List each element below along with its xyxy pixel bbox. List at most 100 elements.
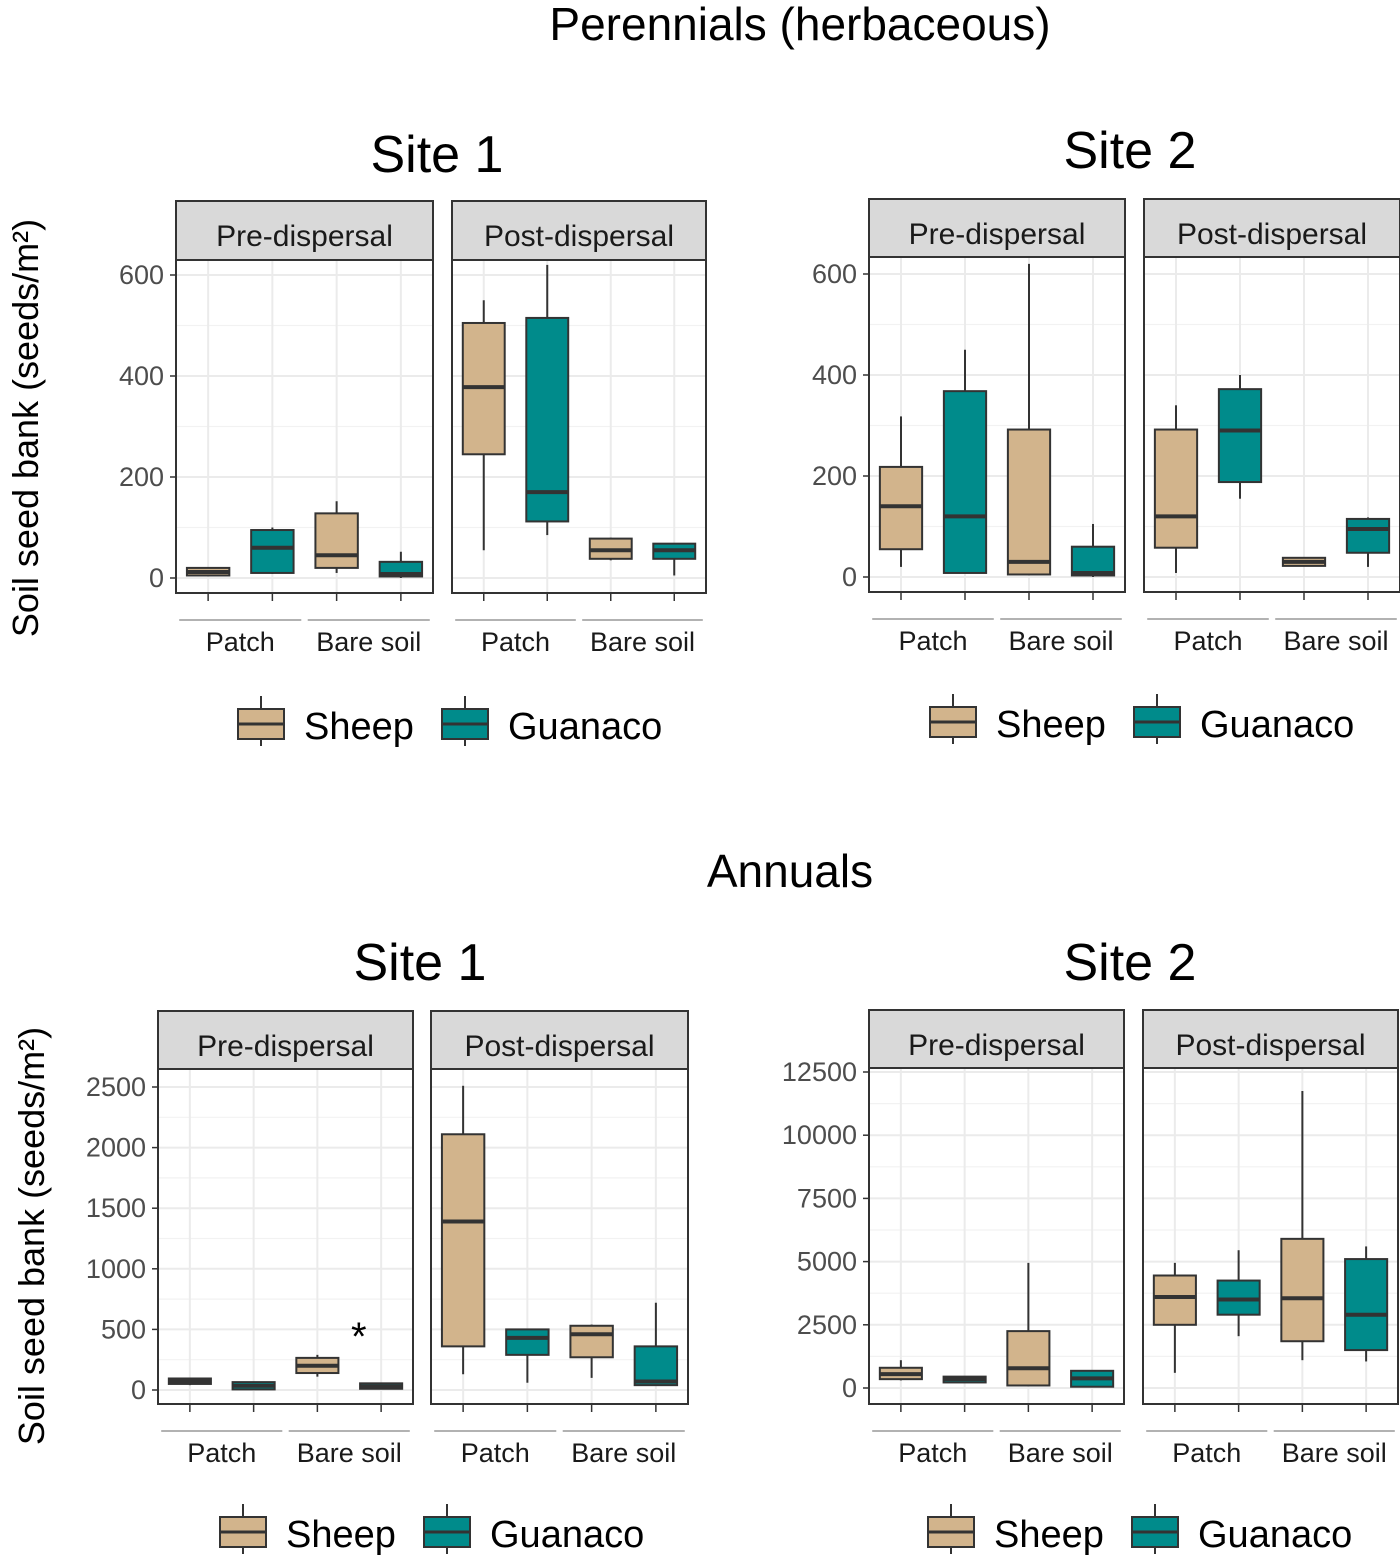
section-title-perennials: Perennials (herbaceous)	[549, 0, 1050, 50]
y-tick-label: 200	[119, 462, 164, 492]
facet-panel-1: Pre-dispersal Patch Bare soil	[157, 1010, 414, 1468]
box-body	[440, 1133, 486, 1348]
box-guanaco-bare-soil	[633, 1302, 679, 1412]
legend-label: Guanaco	[1198, 1514, 1352, 1556]
facet-panel-1: Pre-dispersal Patch Bare soil	[868, 1009, 1125, 1468]
facet-strip-label: Post-dispersal	[1175, 1029, 1365, 1062]
box-body	[1280, 1237, 1325, 1343]
chart-1: Site 1 Soil seed bank (seeds/m²) 0 200 400 60…	[5, 126, 707, 748]
box-sheep-bare-soil	[1006, 1262, 1051, 1412]
facet-strip-label: Pre-dispersal	[216, 220, 393, 253]
legend-key-guanaco	[1131, 1504, 1179, 1554]
box-sheep-bare-soil	[588, 537, 633, 601]
box-guanaco-patch	[942, 349, 988, 600]
legend-key-guanaco	[441, 696, 489, 746]
facet-strip-label: Post-dispersal	[464, 1030, 654, 1063]
box-body	[1152, 1274, 1197, 1326]
facet-strip	[1142, 1009, 1399, 1069]
facet-strip	[430, 1010, 689, 1070]
legend-key-guanaco	[1133, 694, 1181, 744]
x-group-label: Patch	[481, 627, 550, 657]
legend-label: Guanaco	[1200, 704, 1354, 746]
y-axis-label: Soil seed bank (seeds/m²)	[5, 219, 46, 637]
box-sheep-bare-soil	[1281, 556, 1327, 600]
y-tick-label: 400	[119, 361, 164, 391]
y-tick-label: 1500	[86, 1193, 146, 1223]
box-body	[1006, 428, 1052, 576]
facet-strip	[451, 200, 707, 261]
x-group-label: Bare soil	[1008, 1438, 1113, 1468]
box-body	[505, 1328, 550, 1356]
box-sheep-patch	[167, 1377, 212, 1412]
y-tick-label: 600	[812, 259, 857, 289]
facet-strip	[175, 200, 434, 261]
x-group-label: Patch	[898, 626, 967, 656]
y-axis-label: Soil seed bank (seeds/m²)	[11, 1027, 52, 1445]
legend: Sheep Guanaco	[929, 694, 1354, 746]
legend: Sheep Guanaco	[927, 1504, 1352, 1556]
facet-panel-2: Post-dispersal Patch Bare soil	[451, 200, 707, 657]
box-sheep-patch	[440, 1085, 486, 1412]
panel-border	[451, 259, 707, 594]
legend: Sheep Guanaco	[219, 1504, 644, 1556]
chart-title: Site 2	[1064, 122, 1197, 180]
y-tick-label: 2500	[86, 1072, 146, 1102]
facet-strip	[868, 1009, 1125, 1069]
legend-key-sheep	[927, 1504, 975, 1554]
box-body	[1006, 1330, 1051, 1387]
panel-border	[868, 1067, 1125, 1405]
legend: Sheep Guanaco	[237, 696, 662, 748]
y-tick-label: 2500	[797, 1310, 857, 1340]
box-sheep-patch	[878, 1360, 923, 1412]
box-guanaco-bare-soil	[652, 542, 697, 601]
x-group-label: Bare soil	[316, 627, 421, 657]
legend-label: Sheep	[304, 706, 414, 748]
box-guanaco-bare-soil	[359, 1382, 404, 1412]
chart-title: Site 1	[371, 126, 504, 184]
panel-border	[868, 256, 1126, 593]
box-guanaco-bare-soil	[1345, 517, 1391, 600]
y-tick-label: 0	[149, 563, 164, 593]
chart-title: Site 2	[1064, 934, 1197, 992]
box-sheep-patch	[185, 566, 231, 601]
legend-key-sheep	[219, 1504, 267, 1554]
box-body	[1070, 545, 1116, 577]
facet-strip-label: Post-dispersal	[1177, 218, 1367, 251]
facet-panel-2: Post-dispersal Patch Bare soil	[430, 1010, 689, 1468]
facet-panel-1: Pre-dispersal Patch Bare soil	[868, 198, 1126, 656]
facet-strip	[157, 1010, 414, 1070]
box-sheep-bare-soil	[1006, 263, 1052, 600]
facet-strip-label: Pre-dispersal	[908, 1029, 1085, 1062]
plot-background	[158, 1069, 413, 1404]
box-guanaco-bare-soil	[378, 551, 424, 601]
y-tick-label: 500	[101, 1314, 146, 1344]
facet-strip-label: Post-dispersal	[484, 220, 674, 253]
panel-border	[1143, 256, 1400, 593]
plot-background	[869, 1068, 1124, 1404]
box-sheep-patch	[1153, 405, 1199, 600]
facet-strip-label: Pre-dispersal	[197, 1030, 374, 1063]
box-guanaco-patch	[250, 527, 295, 601]
panel-border	[157, 1068, 414, 1405]
box-sheep-patch	[1152, 1262, 1197, 1412]
box-guanaco-patch	[231, 1381, 276, 1412]
facet-panel-2: Post-dispersal Patch Bare soil	[1143, 198, 1400, 656]
box-sheep-bare-soil	[1280, 1090, 1325, 1412]
legend-label: Sheep	[996, 704, 1106, 746]
box-sheep-bare-soil	[295, 1354, 340, 1412]
box-body	[314, 512, 359, 569]
y-tick-label: 12500	[782, 1057, 857, 1087]
y-tick-label: 0	[842, 562, 857, 592]
x-group-label: Bare soil	[1008, 626, 1113, 656]
box-sheep-bare-soil	[314, 501, 359, 601]
box-guanaco-patch	[942, 1375, 987, 1412]
box-guanaco-patch	[1217, 375, 1263, 600]
x-group-label: Bare soil	[571, 1438, 676, 1468]
box-body	[1345, 517, 1391, 554]
box-guanaco-patch	[505, 1328, 550, 1412]
significance-asterisk: *	[351, 1315, 367, 1359]
box-guanaco-patch	[525, 264, 570, 601]
box-sheep-patch	[878, 416, 924, 600]
chart-title: Site 1	[354, 934, 487, 992]
